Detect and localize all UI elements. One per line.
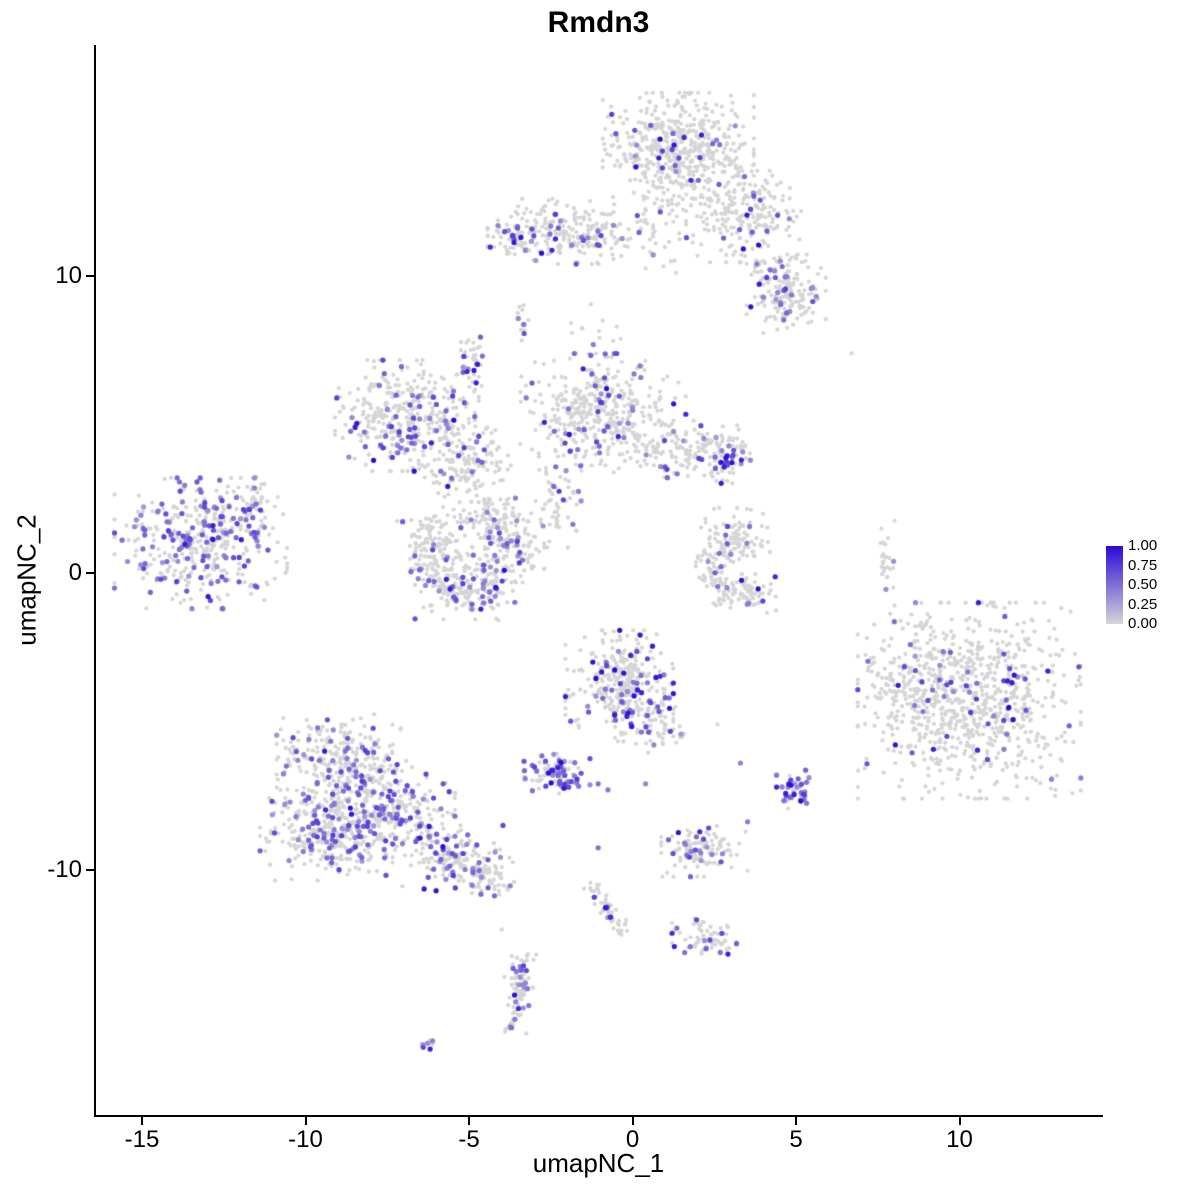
x-axis-title: umapNC_1 bbox=[532, 1148, 665, 1178]
x-tick-mark bbox=[958, 1117, 961, 1125]
legend-label: 0.50 bbox=[1128, 576, 1158, 593]
y-tick-label: 10 bbox=[55, 262, 82, 289]
y-tick-label: 0 bbox=[68, 559, 82, 586]
x-tick-label: -5 bbox=[458, 1126, 480, 1153]
x-tick-mark bbox=[795, 1117, 797, 1125]
x-tick-mark bbox=[304, 1117, 307, 1125]
x-tick-label: -10 bbox=[288, 1126, 323, 1153]
x-tick-mark bbox=[631, 1117, 634, 1125]
legend-label: 1.00 bbox=[1128, 537, 1158, 554]
legend-label: 0.25 bbox=[1128, 595, 1158, 613]
y-tick-mark bbox=[86, 869, 94, 871]
y-tick-mark bbox=[86, 572, 94, 574]
x-tick-mark bbox=[141, 1117, 143, 1125]
y-tick-label: -10 bbox=[47, 856, 82, 883]
x-tick-label: -15 bbox=[124, 1126, 160, 1153]
x-tick-label: 10 bbox=[946, 1126, 973, 1153]
legend-label: 0.75 bbox=[1128, 556, 1158, 574]
x-axis-line bbox=[94, 1115, 1103, 1117]
x-tick-label: 5 bbox=[789, 1126, 803, 1153]
legend-label: 0.00 bbox=[1128, 615, 1158, 632]
legend-gradient-bar bbox=[1106, 546, 1123, 624]
y-tick-mark bbox=[86, 275, 94, 277]
page-title: Rmdn3 bbox=[547, 6, 650, 39]
x-tick-mark bbox=[468, 1117, 470, 1125]
x-tick-label: 0 bbox=[625, 1126, 640, 1153]
y-axis-line bbox=[94, 45, 96, 1117]
